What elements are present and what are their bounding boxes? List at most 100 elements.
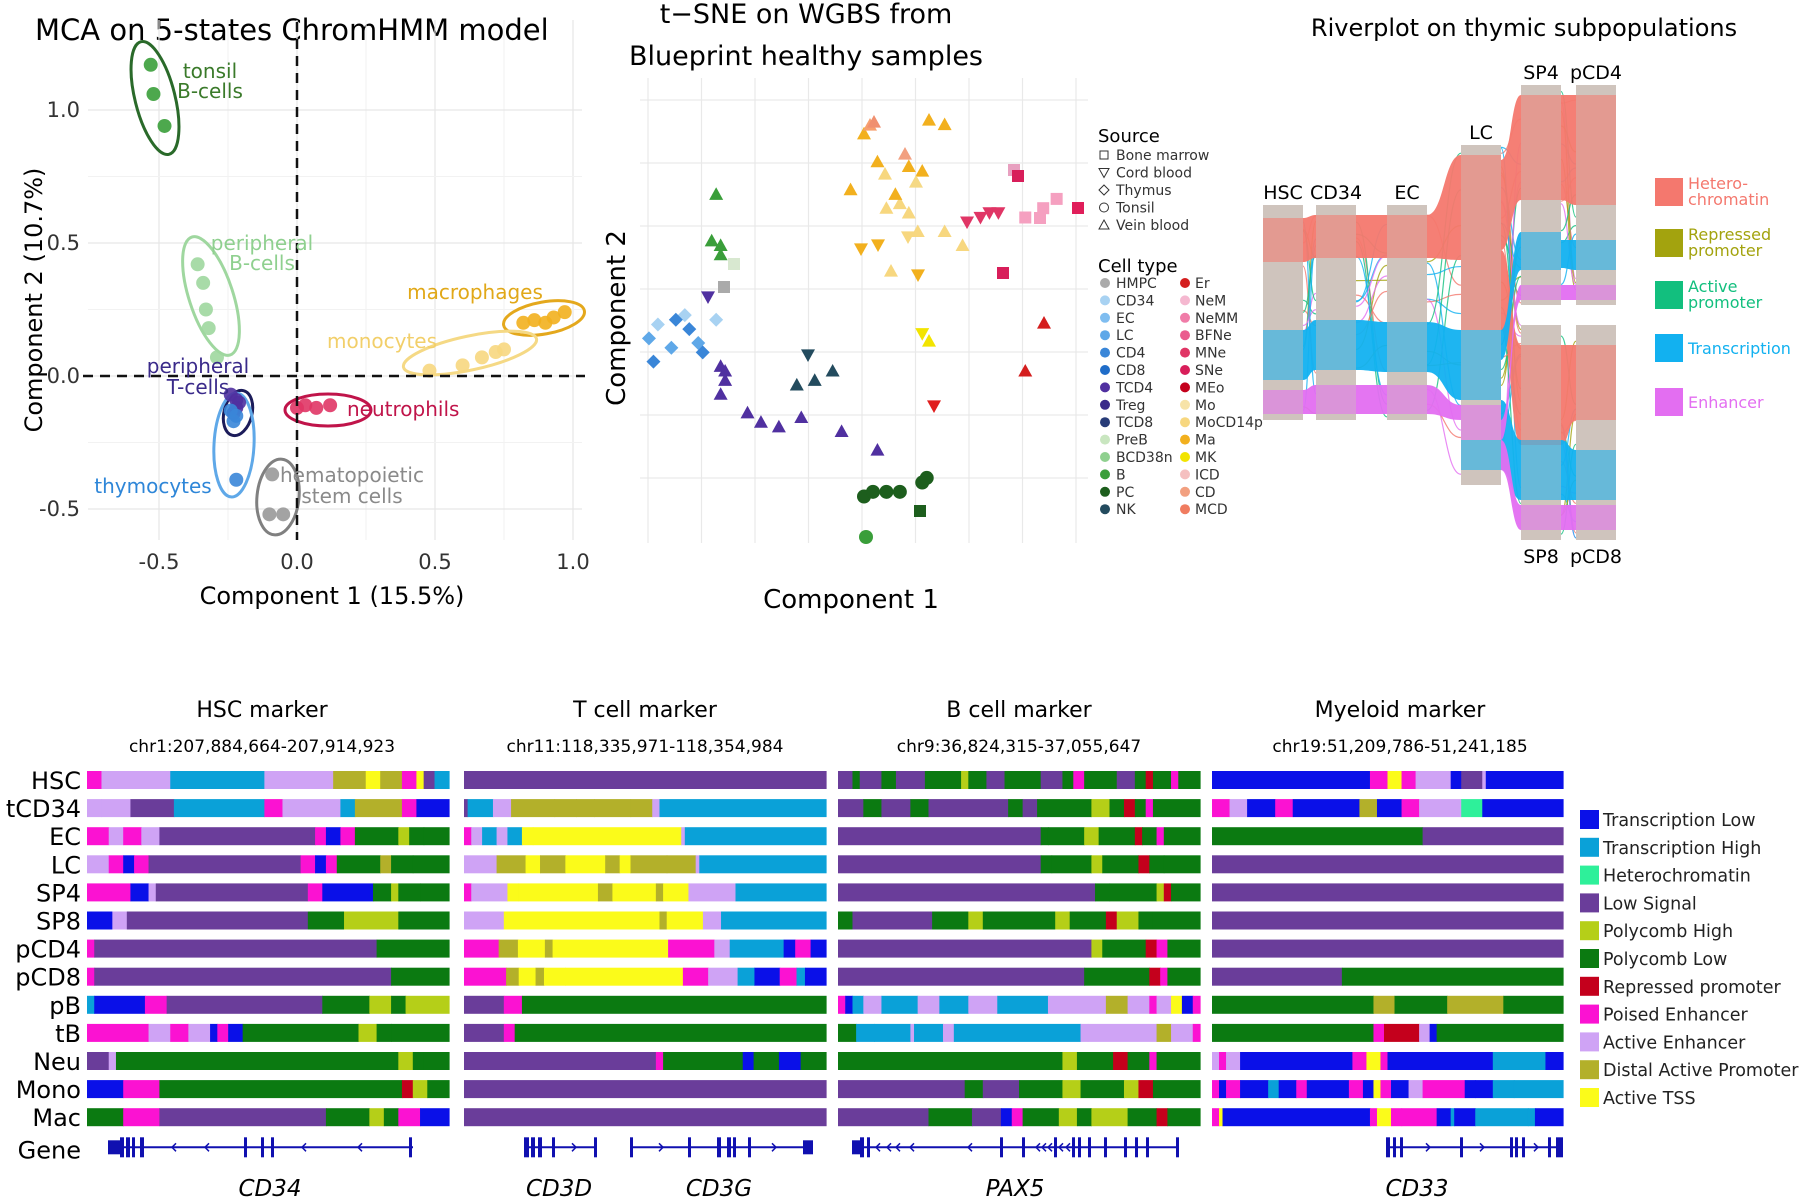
- chromatin-state-segment: [939, 995, 969, 1014]
- chromatin-state-segment: [1080, 1023, 1089, 1042]
- chromatin-state-segment: [695, 855, 700, 874]
- tsne-point: [718, 363, 733, 377]
- celltype-dot: [1180, 330, 1190, 341]
- chromatin-state-segment: [1062, 1080, 1082, 1099]
- chromatin-state-segment: [325, 827, 341, 846]
- chromatin-state-segment: [401, 1080, 414, 1099]
- tsne-point: [713, 238, 728, 251]
- chromatin-state-segment: [1450, 1108, 1455, 1127]
- chromatin-state-segment: [1383, 1023, 1420, 1042]
- track-coords: chr19:51,209,786-51,241,185: [1272, 737, 1527, 757]
- state-legend-label: Active Enhancer: [1603, 1033, 1746, 1053]
- river-band: [1501, 285, 1521, 440]
- tsne-point: [740, 405, 755, 419]
- chromatin-state-segment: [420, 883, 450, 902]
- tsne-point: [801, 349, 815, 362]
- chromatin-state-segment: [217, 1023, 229, 1042]
- river-legend-label: chromatin: [1688, 190, 1769, 209]
- cd3g-gene-arrow: [771, 1142, 778, 1152]
- chromatin-state-segment: [810, 939, 827, 958]
- chromatin-state-segment: [1145, 939, 1158, 958]
- chromatin-state-segment: [1278, 1080, 1297, 1099]
- chromatin-state-segment: [1366, 1052, 1382, 1070]
- river-node-label: EC: [1394, 182, 1419, 204]
- chromatin-state-segment: [1503, 995, 1564, 1014]
- tsne-point: [646, 354, 661, 369]
- cd34-gene-exon: [261, 1137, 264, 1158]
- chromatin-state-segment: [1240, 1080, 1269, 1099]
- row-label: tCD34: [6, 795, 81, 823]
- tsne-point: [910, 224, 925, 238]
- river-node-segment: [1461, 155, 1501, 330]
- chromatin-state-segment: [982, 1080, 1020, 1099]
- chromatin-state-segment: [101, 771, 171, 789]
- chromatin-state-segment: [1429, 1023, 1438, 1042]
- state-legend-label: Transcription Low: [1602, 811, 1756, 831]
- chromatin-state-segment: [409, 827, 425, 846]
- chromatin-state-segment: [1422, 1080, 1466, 1099]
- tsne-point: [922, 113, 936, 126]
- chromatin-state-segment: [1362, 1080, 1375, 1099]
- tsne-point: [709, 187, 724, 200]
- tsne-point: [884, 264, 898, 277]
- pax5-gene-exon: [1078, 1137, 1081, 1158]
- chromatin-state-segment: [986, 771, 1006, 789]
- point-hematopoietic-stem-cells: [262, 507, 277, 522]
- river-node-segment: [1461, 440, 1501, 470]
- chromatin-state-segment: [315, 855, 327, 874]
- chromatin-state-segment: [1380, 1052, 1389, 1070]
- point-peripheral-B-cells: [190, 257, 205, 272]
- chromatin-state-segment: [108, 855, 124, 874]
- chromatin-state-segment: [1247, 799, 1276, 818]
- cd34-gene-exon: [126, 1137, 130, 1158]
- celltype-legend-label: ICD: [1195, 467, 1220, 483]
- gene-name: CD3G: [686, 1176, 752, 1200]
- chromatin-state-segment: [412, 1080, 428, 1099]
- chromatin-state-segment: [1401, 1108, 1438, 1127]
- tsne-point: [909, 175, 923, 188]
- chromatin-state-segment: [1145, 799, 1154, 818]
- chromatin-state-segment: [852, 771, 861, 789]
- chromatin-state-segment: [398, 1108, 421, 1127]
- celltype-legend-label: B: [1116, 467, 1126, 483]
- chromatin-state-segment: [300, 855, 316, 874]
- source-legend-label: Vein blood: [1116, 218, 1189, 234]
- chromatin-state-segment: [464, 827, 472, 846]
- chromatin-state-segment: [518, 967, 537, 986]
- chromatin-state-segment: [1212, 827, 1424, 846]
- chromatin-state-segment: [1152, 1080, 1201, 1099]
- chromatin-state-segment: [737, 967, 756, 986]
- chromatin-state-segment: [87, 995, 95, 1014]
- chromatin-state-segment: [1156, 939, 1169, 958]
- label-tonsil: tonsil: [183, 59, 237, 83]
- chromatin-state-segment: [398, 827, 410, 846]
- tsne-point: [901, 205, 916, 219]
- chromatin-state-segment: [1408, 1080, 1424, 1099]
- chromatin-state-segment: [742, 1052, 755, 1070]
- chromatin-state-segment: [1123, 1080, 1140, 1099]
- panel-b-gridlines: [640, 78, 1088, 543]
- chromatin-state-segment: [535, 967, 545, 986]
- chromatin-state-segment: [401, 799, 418, 818]
- chromatin-state-segment: [576, 799, 595, 818]
- chromatin-state-segment: [148, 855, 302, 874]
- y-tick-label: 0.5: [47, 231, 80, 255]
- chromatin-state-segment: [507, 883, 519, 902]
- chromatin-state-segment: [1373, 995, 1396, 1014]
- chromatin-state-segment: [123, 827, 142, 846]
- celltype-dot: [1180, 399, 1190, 410]
- chromatin-state-segment: [779, 967, 798, 986]
- river-node-segment: [1316, 215, 1356, 258]
- chromatin-state-segment: [1080, 1080, 1125, 1099]
- state-legend-swatch: [1580, 1088, 1599, 1107]
- chromatin-state-segment: [1212, 995, 1375, 1014]
- river-legend-label: promoter: [1688, 293, 1763, 312]
- chromatin-state-segment: [496, 827, 509, 846]
- pax5-gene-exon: [1000, 1137, 1003, 1158]
- chromatin-state-segment: [1369, 771, 1389, 789]
- chromatin-state-segment: [1167, 967, 1201, 986]
- tsne-point: [973, 211, 988, 225]
- chromatin-state-segment: [369, 995, 392, 1014]
- chromatin-state-segment: [492, 799, 512, 818]
- river-node-segment: [1576, 505, 1616, 530]
